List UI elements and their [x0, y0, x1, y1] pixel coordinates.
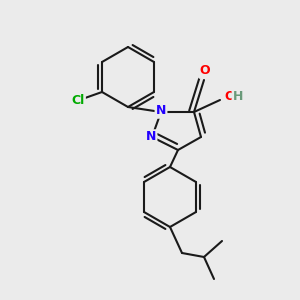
Text: O: O — [225, 89, 235, 103]
Text: O: O — [200, 64, 210, 77]
Text: N: N — [146, 130, 156, 143]
Text: Cl: Cl — [71, 94, 85, 106]
Text: H: H — [233, 89, 243, 103]
Text: N: N — [156, 104, 166, 118]
